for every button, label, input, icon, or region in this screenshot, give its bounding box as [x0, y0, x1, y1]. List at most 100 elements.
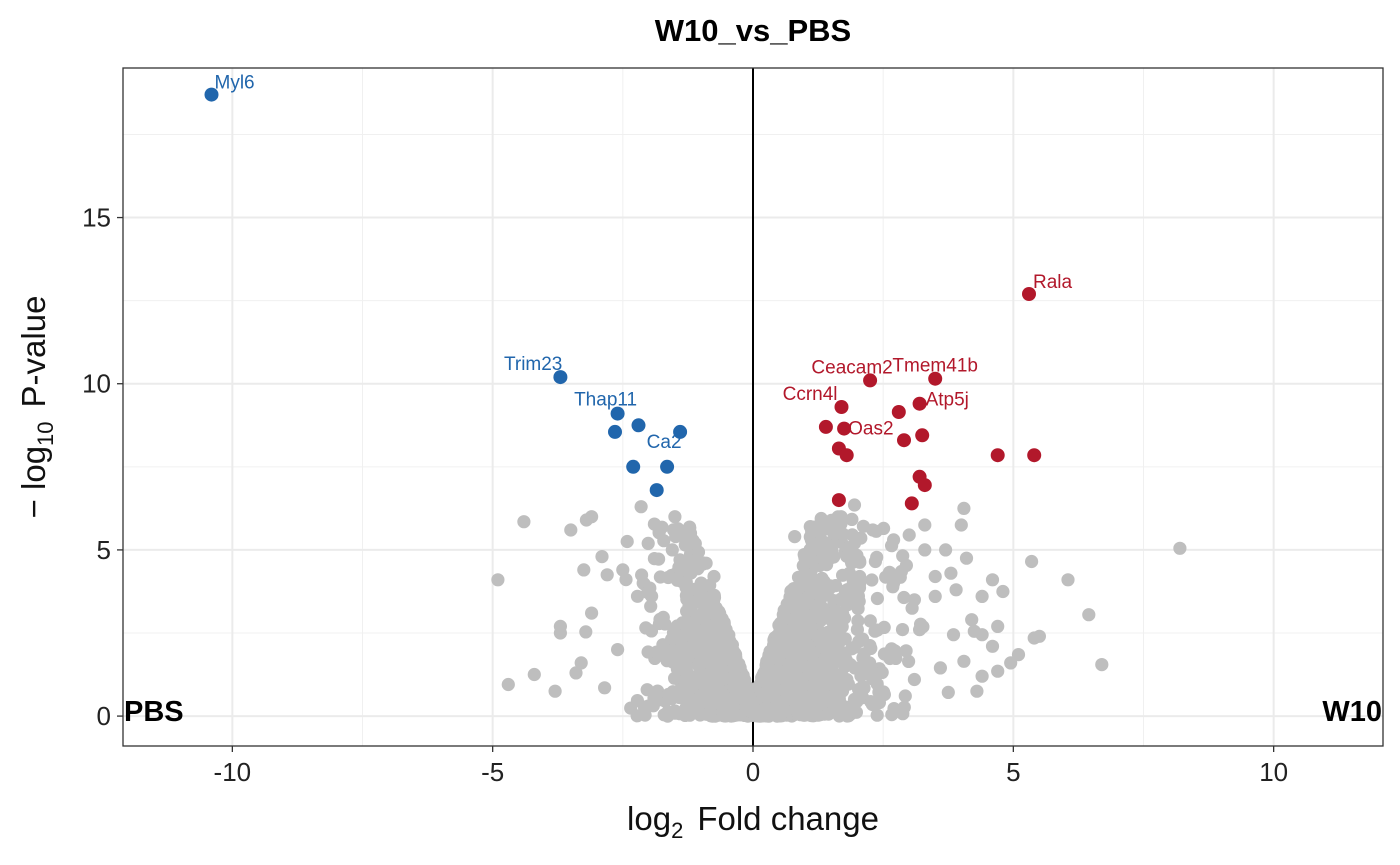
point-not-significant	[656, 638, 670, 652]
point-not-significant	[579, 625, 593, 639]
point-not-significant	[913, 623, 927, 637]
point-not-significant	[985, 573, 1000, 587]
x-tick-label: 5	[1006, 757, 1020, 787]
point-not-significant	[863, 639, 877, 653]
point-not-significant	[907, 672, 922, 687]
point-not-significant	[863, 614, 877, 628]
point-not-significant	[887, 533, 901, 547]
point-not-significant	[721, 628, 735, 642]
point-not-significant	[1025, 554, 1039, 569]
point-not-significant	[902, 528, 916, 542]
point-not-significant	[821, 610, 836, 624]
point-not-significant	[1032, 629, 1046, 643]
point-not-significant	[692, 656, 706, 671]
point-not-significant	[885, 642, 899, 656]
point-not-significant	[701, 681, 716, 695]
point-not-significant	[928, 569, 942, 584]
point-not-significant	[758, 674, 772, 689]
point-not-significant	[491, 573, 505, 587]
point-not-significant	[777, 665, 791, 679]
point-not-significant	[991, 664, 1005, 678]
point-not-significant	[765, 684, 779, 698]
point-not-significant	[918, 543, 932, 557]
y-axis-ticks: 0 5 10 15	[82, 203, 123, 731]
point-not-significant	[548, 684, 562, 698]
point-not-significant	[641, 536, 655, 551]
point-not-significant	[699, 556, 713, 570]
point-not-significant	[744, 693, 758, 707]
point-not-significant	[959, 551, 974, 565]
point-not-significant	[665, 543, 679, 557]
point-up-regulated	[897, 433, 911, 448]
point-not-significant	[870, 591, 885, 606]
point-not-significant	[795, 577, 809, 591]
point-not-significant	[850, 623, 865, 637]
point-not-significant	[644, 599, 658, 613]
point-not-significant	[852, 692, 866, 706]
point-down-regulated	[631, 418, 646, 433]
point-not-significant	[810, 706, 824, 720]
point-not-significant	[939, 543, 953, 557]
point-not-significant	[829, 579, 843, 593]
point-not-significant	[918, 518, 932, 532]
point-not-significant	[820, 634, 834, 648]
point-not-significant	[985, 639, 1000, 653]
point-not-significant	[849, 705, 864, 719]
gene-label-rala: Rala	[1033, 272, 1073, 293]
point-not-significant	[600, 568, 614, 582]
point-up-regulated	[831, 493, 846, 508]
point-not-significant	[805, 536, 820, 551]
x-axis-title-base: log	[627, 800, 671, 837]
point-down-regulated	[610, 406, 625, 421]
point-not-significant	[946, 628, 961, 642]
point-not-significant	[970, 684, 984, 698]
point-not-significant	[577, 563, 591, 577]
point-not-significant	[693, 706, 707, 721]
point-not-significant	[996, 584, 1010, 599]
y-axis-title-subscript: 10	[33, 421, 58, 445]
gene-label-tmem41b: Tmem41b	[892, 356, 978, 377]
point-not-significant	[704, 665, 718, 679]
point-not-significant	[672, 560, 686, 574]
point-not-significant	[517, 515, 531, 529]
point-not-significant	[706, 642, 720, 657]
point-not-significant	[762, 660, 776, 674]
point-not-significant	[949, 583, 963, 597]
point-not-significant	[501, 677, 515, 692]
point-not-significant	[818, 651, 832, 666]
point-not-significant	[664, 692, 679, 706]
point-not-significant	[836, 646, 850, 660]
point-not-significant	[933, 661, 948, 675]
significant-points	[204, 87, 1042, 511]
point-not-significant	[898, 689, 912, 703]
gene-label-myl6: Myl6	[215, 73, 255, 94]
y-tick-label: 0	[97, 701, 111, 731]
point-not-significant	[832, 709, 846, 723]
point-not-significant	[827, 670, 841, 685]
point-not-significant	[853, 569, 867, 584]
point-not-significant	[1061, 573, 1075, 587]
point-up-regulated	[1027, 448, 1042, 463]
point-not-significant	[641, 585, 655, 600]
point-not-significant	[624, 701, 638, 715]
point-not-significant	[657, 708, 671, 722]
gene-label-ccrn4l: Ccrn4l	[783, 384, 838, 405]
point-not-significant	[707, 588, 721, 603]
point-down-regulated	[553, 370, 568, 385]
chart-title: W10_vs_PBS	[655, 13, 851, 48]
point-not-significant	[710, 653, 724, 667]
point-not-significant	[781, 641, 795, 656]
point-not-significant	[657, 534, 671, 548]
point-not-significant	[845, 556, 859, 570]
point-up-regulated	[917, 478, 932, 493]
point-not-significant	[965, 613, 979, 627]
point-not-significant	[801, 548, 815, 563]
gene-label-trim23: Trim23	[504, 354, 562, 375]
gene-label-oas2: Oas2	[848, 419, 893, 440]
point-not-significant	[796, 678, 811, 692]
point-not-significant	[811, 600, 825, 614]
point-not-significant	[794, 611, 809, 625]
point-not-significant	[553, 626, 568, 640]
point-up-regulated	[891, 405, 906, 419]
